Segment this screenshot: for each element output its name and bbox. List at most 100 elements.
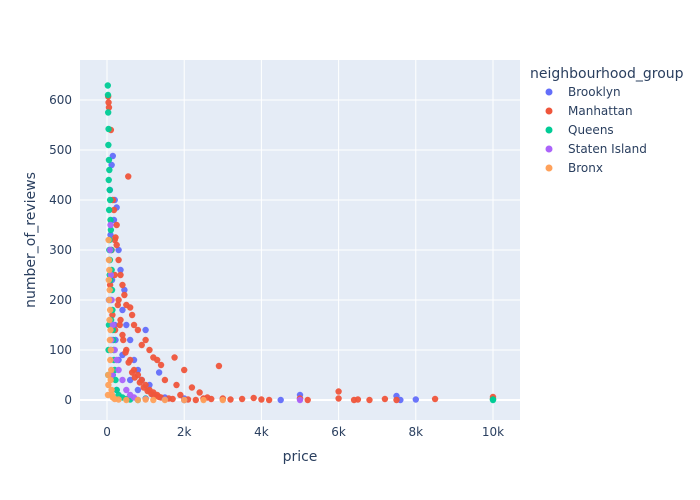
data-point (105, 381, 112, 389)
data-point (104, 82, 111, 89)
x-tick-label: 2k (177, 425, 192, 439)
y-tick-label: 400 (49, 193, 72, 207)
legend-marker (545, 126, 553, 134)
data-point (106, 166, 113, 174)
data-point (181, 366, 188, 374)
data-point (105, 176, 112, 184)
x-tick-label: 10k (482, 425, 504, 439)
data-point (335, 388, 342, 395)
data-point (277, 396, 284, 404)
data-point (121, 286, 128, 294)
x-tick-label: 0 (103, 425, 111, 439)
legend-label: Bronx (568, 161, 603, 175)
data-point (208, 395, 215, 403)
data-point (107, 326, 114, 334)
legend-label: Staten Island (568, 142, 647, 156)
data-point (109, 152, 117, 160)
data-point (126, 304, 134, 311)
data-point (107, 231, 114, 239)
data-point (188, 384, 196, 391)
series-manhattan (104, 93, 497, 404)
legend-item[interactable]: Bronx (545, 161, 603, 175)
data-point (489, 396, 497, 404)
data-point (126, 336, 134, 344)
data-point (114, 301, 122, 309)
legend-label: Manhattan (568, 104, 633, 118)
data-point (120, 336, 127, 344)
data-point (119, 376, 126, 384)
x-tick-label: 8k (408, 425, 423, 439)
data-point (131, 374, 139, 381)
legend-item[interactable]: Queens (545, 123, 614, 137)
data-point (177, 391, 184, 399)
data-point (412, 396, 419, 403)
data-point (104, 371, 112, 379)
data-point (106, 306, 114, 314)
data-point (110, 206, 118, 214)
data-point (171, 354, 178, 361)
data-point (117, 316, 124, 324)
data-point (106, 196, 114, 204)
data-point (393, 396, 400, 404)
data-point (134, 396, 142, 404)
data-point (105, 256, 113, 264)
data-point (115, 246, 122, 254)
data-point (192, 396, 199, 404)
legend-label: Brooklyn (568, 85, 621, 99)
data-point (106, 336, 114, 344)
data-point (381, 395, 389, 403)
data-point (150, 396, 157, 404)
data-point (134, 386, 142, 394)
data-point (134, 326, 142, 334)
data-points (104, 82, 497, 404)
data-point (215, 362, 223, 370)
data-point (109, 311, 116, 319)
data-point (136, 379, 144, 386)
data-point (104, 391, 112, 399)
legend-marker (545, 145, 553, 153)
legend-label: Queens (568, 123, 614, 137)
legend-marker (545, 107, 553, 115)
data-point (128, 311, 136, 319)
data-point (142, 326, 149, 334)
data-point (115, 256, 122, 264)
data-point (105, 236, 112, 244)
data-point (106, 266, 113, 274)
data-point (112, 376, 119, 384)
data-point (304, 396, 311, 404)
data-point (173, 381, 180, 389)
data-point (123, 396, 130, 404)
data-point (181, 396, 188, 404)
data-point (113, 221, 120, 229)
data-point (335, 395, 342, 402)
data-point (161, 376, 169, 384)
y-tick-label: 200 (49, 293, 72, 307)
y-tick-label: 600 (49, 93, 72, 107)
data-point (107, 346, 115, 354)
data-point (219, 396, 227, 404)
data-point (142, 396, 149, 403)
y-axis-title: number_of_reviews (23, 172, 39, 308)
y-tick-label: 0 (64, 393, 72, 407)
data-point (125, 359, 132, 366)
data-point (265, 396, 273, 404)
y-tick-label: 500 (49, 143, 72, 157)
legend-item[interactable]: Brooklyn (545, 85, 621, 99)
data-point (354, 396, 362, 403)
legend-item[interactable]: Staten Island (545, 142, 647, 156)
data-point (108, 161, 115, 169)
data-point (123, 321, 130, 329)
legend: neighbourhood_group Brooklyn Manhattan Que… (530, 66, 684, 175)
data-point (128, 369, 136, 376)
legend-item[interactable]: Manhattan (545, 104, 633, 118)
data-point (115, 366, 122, 374)
data-point (200, 396, 207, 404)
data-point (107, 356, 114, 364)
data-point (119, 281, 126, 289)
legend-title: neighbourhood_group (530, 66, 684, 82)
data-point (296, 396, 304, 404)
data-point (106, 246, 114, 254)
data-point (105, 99, 112, 106)
data-point (122, 349, 129, 356)
